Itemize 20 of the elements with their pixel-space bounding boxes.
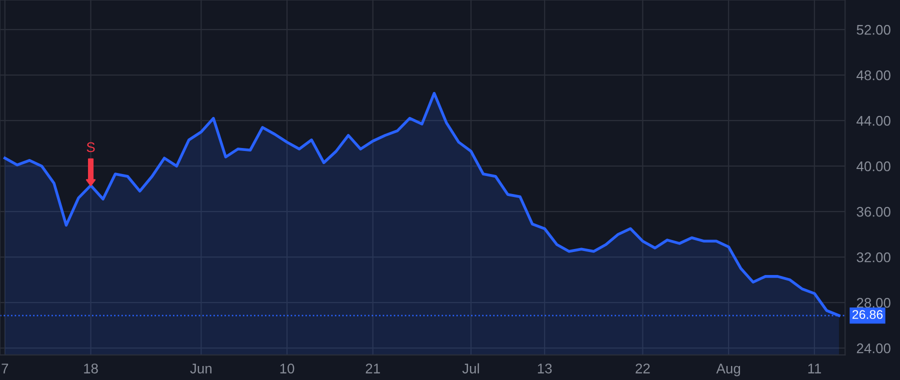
y-tick-label: 52.00 bbox=[856, 24, 890, 35]
x-tick-label: Aug bbox=[716, 364, 740, 376]
x-tick-label: 7 bbox=[2, 364, 8, 374]
y-tick-label: 48.00 bbox=[856, 70, 890, 80]
y-tick-label: 44.00 bbox=[856, 116, 890, 126]
ref-line-label: 26.86 bbox=[852, 310, 883, 319]
x-tick-label: Jun bbox=[190, 364, 212, 374]
y-tick-label: 28.00 bbox=[856, 298, 890, 308]
y-tick-label: 32.00 bbox=[856, 252, 890, 262]
x-tick-label: 13 bbox=[538, 364, 552, 374]
y-tick-label: 40.00 bbox=[856, 161, 890, 172]
x-tick-label: 21 bbox=[366, 364, 380, 374]
x-tick-label: 10 bbox=[280, 364, 294, 374]
y-tick-label: 36.00 bbox=[856, 206, 890, 217]
y-tick-label: 24.00 bbox=[856, 343, 890, 354]
x-tick-label: Jul bbox=[462, 363, 479, 374]
annotation: S bbox=[86, 142, 95, 152]
x-tick-label: 22 bbox=[636, 364, 650, 374]
x-tick-label: 11 bbox=[808, 364, 821, 374]
x-tick-label: 18 bbox=[84, 364, 98, 374]
